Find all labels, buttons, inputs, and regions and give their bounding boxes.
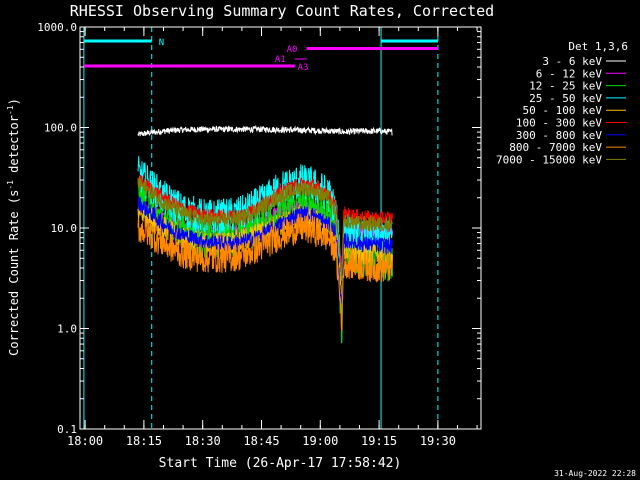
legend-entry-label: 800 - 7000 keV [509, 141, 602, 154]
y-tick-label: 100.0 [44, 122, 77, 135]
legend-entry-label: 12 - 25 keV [529, 80, 602, 93]
x-tick-label: 18:45 [243, 434, 279, 448]
x-tick-label: 19:00 [302, 434, 338, 448]
x-axis-label: Start Time (26-Apr-17 17:58:42) [159, 456, 402, 471]
x-tick-label: 18:15 [126, 434, 162, 448]
series-layer [137, 124, 393, 344]
night-label: N [159, 38, 164, 48]
timestamp: 31-Aug-2022 22:28 [554, 469, 636, 478]
attenuator-label: A0 [287, 45, 298, 55]
legend-entry-label: 25 - 50 keV [529, 92, 602, 105]
attenuator-label: A3 [298, 63, 309, 73]
series-line [137, 124, 393, 137]
x-tick-label: 19:30 [420, 434, 456, 448]
axes-layer: 1000.0 100.0 10.0 1.0 0.118:00 18:15 18:30 18:4… [37, 21, 482, 448]
legend-header: Det 1,3,6 [568, 40, 628, 53]
y-axis-label: Corrected Count Rate (s-1 detector-1) [6, 98, 21, 356]
x-tick-label: 18:00 [67, 434, 103, 448]
legend-entry-label: 100 - 300 keV [516, 117, 602, 130]
legend-entry-label: 6 - 12 keV [536, 67, 603, 80]
series-line [137, 195, 393, 307]
legend-entry-label: 7000 - 15000 keV [496, 153, 602, 166]
legend-entry-label: 50 - 100 keV [523, 104, 603, 117]
legend-entry-label: 3 - 6 keV [542, 55, 602, 68]
chart-title: RHESSI Observing Summary Count Rates, Co… [70, 2, 494, 20]
y-tick-label: 1.0 [57, 323, 77, 336]
series-line [137, 176, 393, 281]
night-bar [381, 39, 438, 43]
night-bar [83, 39, 152, 43]
legend-entry-label: 300 - 800 keV [516, 129, 602, 142]
attenuator-bar [83, 64, 295, 68]
attenuator-label: A1 [275, 55, 286, 65]
x-tick-label: 18:30 [185, 434, 221, 448]
y-tick-label: 1000.0 [37, 21, 77, 34]
series-line [137, 213, 393, 332]
y-tick-label: 10.0 [51, 222, 78, 235]
attenuator-bar [306, 47, 438, 50]
y-tick-label: 0.1 [57, 423, 77, 436]
x-tick-label: 19:15 [361, 434, 397, 448]
